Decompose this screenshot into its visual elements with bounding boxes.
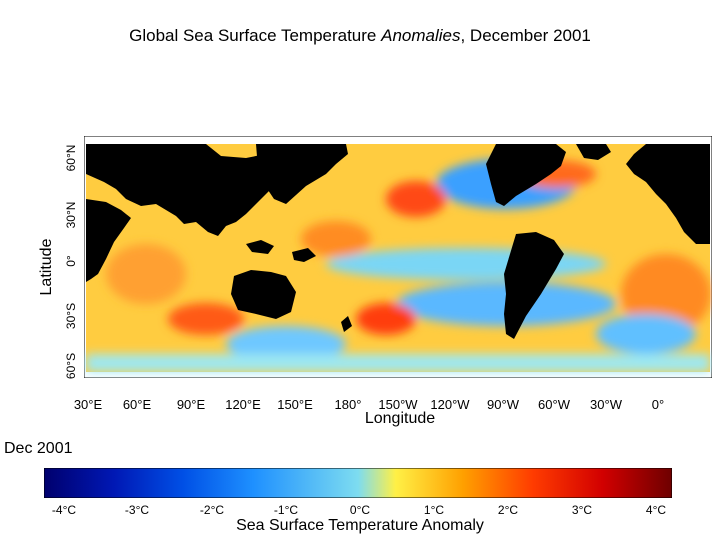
cb-tick-plus4: 4°C <box>645 503 667 517</box>
colorbar-gradient <box>44 468 672 498</box>
period-label: Dec 2001 <box>4 440 73 457</box>
africa <box>86 199 131 282</box>
cb-tick-minus3: -3°C <box>124 503 150 517</box>
landmasses <box>86 144 710 339</box>
lat-tick-60s: 60°S <box>64 352 78 380</box>
lon-tick-180: 180° <box>334 397 362 412</box>
sst-map-svg <box>84 136 712 378</box>
north-america <box>486 144 566 206</box>
cb-tick-plus3: 3°C <box>571 503 593 517</box>
lat-tick-60n: 60°N <box>64 144 78 172</box>
east-asia <box>256 144 348 204</box>
lon-tick-120e: 120°E <box>225 397 261 412</box>
indonesia-island <box>246 240 274 254</box>
lon-tick-30e: 30°E <box>73 397 103 412</box>
latitude-axis-label: Latitude <box>38 238 55 296</box>
lon-tick-30w: 30°W <box>590 397 622 412</box>
australia <box>231 270 296 319</box>
cb-tick-plus2: 2°C <box>497 503 519 517</box>
title-suffix: , December 2001 <box>460 26 591 45</box>
longitude-axis-label: Longitude <box>364 410 436 427</box>
lon-tick-60w: 60°W <box>538 397 570 412</box>
eurasia <box>86 144 286 236</box>
lon-tick-60e: 60°E <box>122 397 152 412</box>
lat-tick-30n: 30°N <box>64 201 78 229</box>
colorbar <box>44 468 672 498</box>
lon-tick-90e: 90°E <box>176 397 206 412</box>
colorbar-title: Sea Surface Temperature Anomaly <box>236 517 484 534</box>
title-emphasis: Anomalies <box>381 26 461 45</box>
cb-tick-plus1: 1°C <box>423 503 445 517</box>
lon-tick-120w: 120°W <box>430 397 470 412</box>
new-guinea <box>292 248 316 262</box>
lon-tick-90w: 90°W <box>487 397 519 412</box>
cb-tick-minus1: -1°C <box>273 503 299 517</box>
cb-tick-minus2: -2°C <box>199 503 225 517</box>
lat-tick-30s: 30°S <box>64 302 78 330</box>
greenland <box>576 144 611 160</box>
lon-tick-150w: 150°W <box>378 397 418 412</box>
europe-africa-east <box>626 144 710 244</box>
cb-tick-minus4: -4°C <box>51 503 77 517</box>
map-title: Global Sea Surface Temperature Anomalies… <box>0 26 720 46</box>
south-america <box>504 232 564 339</box>
new-zealand <box>341 316 352 332</box>
sst-anomaly-map <box>84 136 712 378</box>
title-prefix: Global Sea Surface Temperature <box>129 26 382 45</box>
cb-tick-0: 0°C <box>349 503 371 517</box>
lat-tick-0: 0° <box>64 255 78 267</box>
colorbar-svg <box>44 468 672 498</box>
lon-tick-0: 0° <box>651 397 665 412</box>
lon-tick-150e: 150°E <box>277 397 313 412</box>
